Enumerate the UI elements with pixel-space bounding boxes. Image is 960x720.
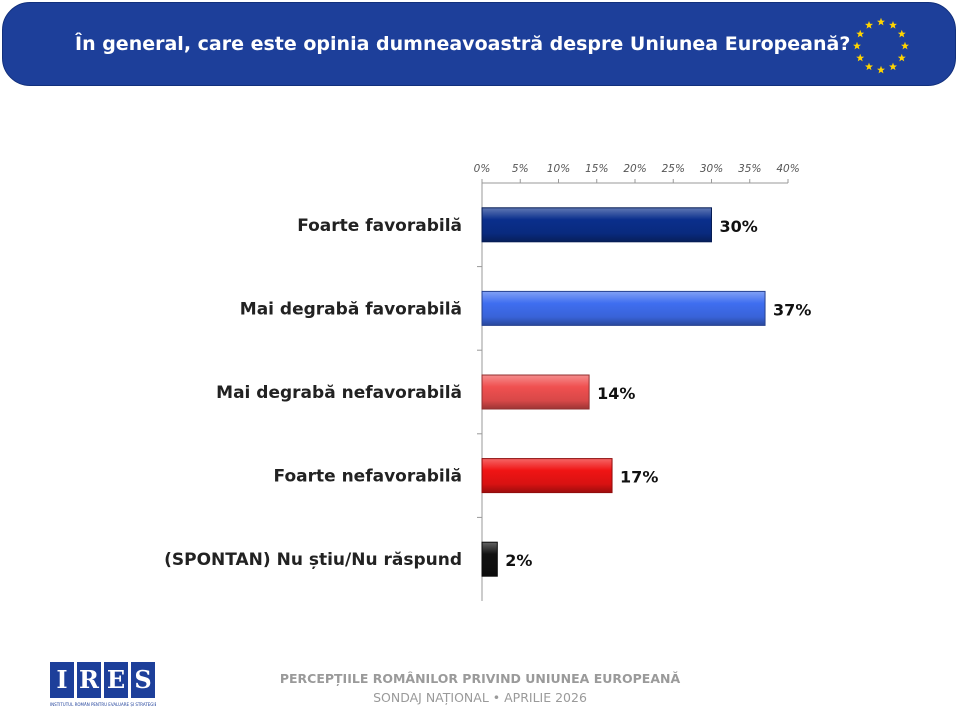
x-tick-label: 40% bbox=[776, 163, 799, 175]
logo-letter: R bbox=[77, 662, 101, 698]
x-tick-label: 5% bbox=[512, 163, 529, 175]
chart-question-title: În general, care este opinia dumneavoast… bbox=[75, 33, 851, 55]
eu-star bbox=[901, 41, 909, 50]
eu-star bbox=[877, 17, 885, 26]
footer-subtitle: SONDAJ NAȚIONAL • APRILIE 2026 bbox=[373, 690, 587, 705]
x-tick-label: 15% bbox=[585, 163, 608, 175]
category-label: Foarte favorabilă bbox=[297, 216, 462, 236]
eu-star bbox=[865, 62, 873, 71]
eu-star bbox=[897, 53, 906, 62]
eu-star bbox=[897, 29, 906, 38]
bar bbox=[481, 374, 590, 410]
eu-star bbox=[853, 41, 861, 50]
category-label: Foarte nefavorabilă bbox=[274, 467, 462, 487]
data-label: 37% bbox=[773, 300, 811, 319]
logo-letter: I bbox=[50, 662, 74, 698]
eu-star bbox=[856, 53, 865, 62]
category-label: Mai degrabă favorabilă bbox=[240, 299, 462, 319]
data-label: 2% bbox=[505, 551, 532, 570]
x-tick-label: 20% bbox=[623, 163, 646, 175]
data-label: 14% bbox=[597, 384, 635, 403]
ires-logo: I R E S INSTITUTUL ROMÂN PENTRU EVALUARE… bbox=[50, 662, 156, 710]
eu-star bbox=[865, 21, 873, 29]
bar bbox=[481, 541, 498, 577]
x-tick-label: 10% bbox=[547, 163, 570, 175]
eu-star bbox=[889, 62, 897, 71]
category-label: Mai degrabă nefavorabilă bbox=[216, 383, 462, 403]
logo-caption: INSTITUTUL ROMÂN PENTRU EVALUARE ȘI STRA… bbox=[50, 702, 156, 707]
bar bbox=[481, 207, 712, 243]
eu-star bbox=[889, 21, 897, 29]
x-tick-label: 25% bbox=[662, 163, 685, 175]
data-label: 30% bbox=[720, 217, 758, 236]
logo-letter: E bbox=[104, 662, 128, 698]
category-label: (SPONTAN) Nu știu/Nu răspund bbox=[164, 550, 462, 570]
x-tick-label: 35% bbox=[738, 163, 761, 175]
eu-star bbox=[877, 65, 885, 74]
data-label: 17% bbox=[620, 468, 658, 487]
logo-letter: S bbox=[131, 662, 155, 698]
eu-star bbox=[856, 29, 865, 38]
eu-stars-icon bbox=[853, 17, 909, 74]
bar bbox=[481, 290, 766, 326]
x-tick-label: 30% bbox=[700, 163, 723, 175]
x-tick-label: 0% bbox=[474, 163, 491, 175]
footer-title: PERCEPȚIILE ROMÂNILOR PRIVIND UNIUNEA EU… bbox=[279, 671, 681, 686]
header-banner: În general, care este opinia dumneavoast… bbox=[2, 2, 956, 86]
bar bbox=[481, 458, 613, 494]
